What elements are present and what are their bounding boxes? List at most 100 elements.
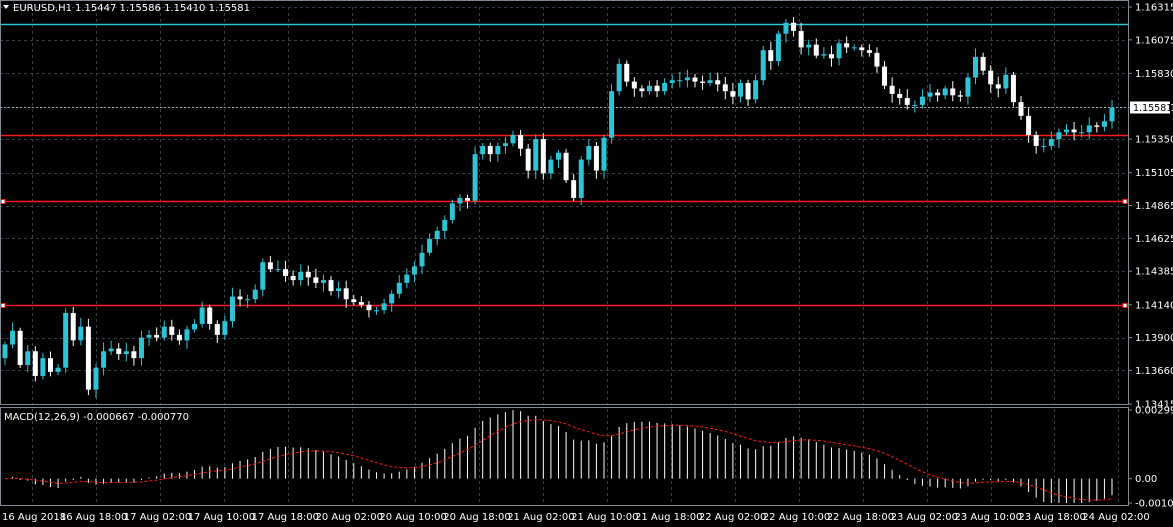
candle-bull bbox=[374, 310, 379, 311]
candle-bull bbox=[473, 154, 478, 201]
time-tick-label: 20 Aug 10:00 bbox=[379, 512, 446, 523]
candle-bull bbox=[617, 64, 622, 91]
candle-bull bbox=[260, 262, 265, 289]
candle-bull bbox=[139, 338, 144, 359]
candle-bull bbox=[1056, 132, 1061, 139]
current-price-label: 1.15581 bbox=[1133, 103, 1172, 114]
candle-bear bbox=[131, 351, 136, 358]
candle-bull bbox=[404, 275, 409, 283]
candle-bull bbox=[647, 86, 652, 91]
price-tick-label: 1.14625 bbox=[1135, 234, 1173, 245]
candle-bull bbox=[450, 203, 455, 219]
candle-bull bbox=[738, 83, 743, 97]
candle-bull bbox=[253, 290, 258, 300]
candle-bear bbox=[981, 57, 986, 71]
candle-bear bbox=[215, 324, 220, 335]
ohlc-values: 1.15447 1.15586 1.15410 1.15581 bbox=[75, 3, 250, 14]
candle-bull bbox=[184, 329, 189, 340]
candle-bull bbox=[1079, 132, 1084, 133]
price-tick-label: 1.13900 bbox=[1135, 333, 1173, 344]
candle-bear bbox=[624, 64, 629, 82]
candle-bear bbox=[844, 43, 849, 47]
time-tick-label: 22 Aug 18:00 bbox=[827, 512, 894, 523]
time-tick-label: 23 Aug 10:00 bbox=[955, 512, 1022, 523]
level-handle-left[interactable] bbox=[1, 200, 5, 204]
candle-bull bbox=[480, 146, 485, 154]
candle-bull bbox=[222, 321, 227, 335]
time-tick-label: 16 Aug 18:00 bbox=[60, 512, 127, 523]
price-tick-label: 1.15830 bbox=[1135, 69, 1173, 80]
candle-bull bbox=[397, 283, 402, 294]
candle-bear bbox=[564, 153, 569, 180]
candle-bear bbox=[268, 262, 273, 269]
candle-bull bbox=[3, 344, 8, 358]
candle-bull bbox=[420, 253, 425, 267]
candle-bull bbox=[382, 303, 387, 310]
time-tick-label: 16 Aug 2018 bbox=[2, 512, 66, 523]
candle-bear bbox=[465, 198, 470, 201]
candle-bull bbox=[162, 327, 167, 338]
candle-bear bbox=[33, 351, 38, 376]
candle-bull bbox=[495, 146, 500, 154]
candle-bull bbox=[806, 45, 811, 48]
candle-bull bbox=[783, 23, 788, 34]
price-tick-label: 1.15350 bbox=[1135, 135, 1173, 146]
candle-bull bbox=[928, 93, 933, 97]
level-handle-right[interactable] bbox=[1123, 200, 1127, 204]
candle-bear bbox=[86, 327, 91, 390]
candle-bull bbox=[920, 97, 925, 105]
candle-bull bbox=[548, 160, 553, 174]
candle-bull bbox=[821, 54, 826, 55]
candle-bear bbox=[207, 307, 212, 323]
time-tick-label: 21 Aug 18:00 bbox=[635, 512, 702, 523]
candle-bear bbox=[238, 297, 243, 300]
macd-tick-label: -0.00106 bbox=[1135, 499, 1173, 510]
candle-bear bbox=[18, 331, 23, 365]
candle-bear bbox=[594, 146, 599, 171]
candle-bear bbox=[867, 50, 872, 53]
candle-bull bbox=[63, 313, 68, 368]
candle-bull bbox=[298, 272, 303, 280]
candle-bear bbox=[897, 94, 902, 98]
time-tick-label: 23 Aug 18:00 bbox=[1018, 512, 1085, 523]
candle-bull bbox=[677, 80, 682, 81]
candle-bull bbox=[1064, 130, 1069, 133]
candle-bear bbox=[116, 349, 121, 354]
price-tick-label: 1.16075 bbox=[1135, 35, 1173, 46]
candle-bear bbox=[518, 135, 523, 149]
candle-bull bbox=[776, 34, 781, 61]
candle-bear bbox=[996, 84, 1001, 88]
time-tick-label: 24 Aug 02:00 bbox=[1082, 512, 1149, 523]
candle-bear bbox=[874, 53, 879, 67]
candle-bull bbox=[579, 160, 584, 198]
candle-bull bbox=[973, 57, 978, 78]
candle-bull bbox=[912, 105, 917, 106]
candle-bear bbox=[768, 50, 773, 61]
candle-bear bbox=[1094, 125, 1099, 126]
candle-bull bbox=[1041, 146, 1046, 147]
candle-bear bbox=[48, 358, 53, 372]
candle-bull bbox=[662, 83, 667, 91]
time-tick-label: 17 Aug 18:00 bbox=[252, 512, 319, 523]
candle-bear bbox=[715, 80, 720, 84]
time-tick-label: 23 Aug 02:00 bbox=[891, 512, 958, 523]
candle-bull bbox=[275, 269, 280, 270]
candle-bull bbox=[586, 146, 591, 160]
candle-bear bbox=[905, 98, 910, 105]
time-tick-label: 22 Aug 02:00 bbox=[699, 512, 766, 523]
candle-bear bbox=[1034, 135, 1039, 146]
candle-bear bbox=[306, 272, 311, 277]
candle-bear bbox=[791, 23, 796, 31]
candle-bull bbox=[192, 324, 197, 329]
level-handle-right[interactable] bbox=[1123, 304, 1127, 308]
candle-bull bbox=[200, 307, 205, 323]
candle-bull bbox=[753, 80, 758, 99]
candle-bear bbox=[1019, 102, 1024, 116]
candle-bear bbox=[799, 31, 804, 47]
candle-bull bbox=[533, 139, 538, 170]
level-handle-left[interactable] bbox=[1, 304, 5, 308]
candle-bear bbox=[177, 335, 182, 340]
candle-bear bbox=[632, 82, 637, 89]
